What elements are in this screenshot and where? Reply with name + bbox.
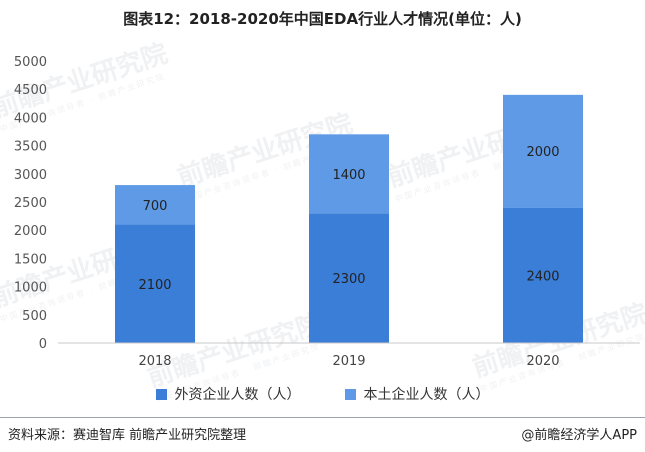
data-label: 2100 [138, 278, 171, 293]
legend-swatch-foreign [155, 388, 167, 400]
legend: 外资企业人数（人） 本土企业人数（人） [0, 384, 645, 404]
y-tick-label: 2500 [14, 196, 47, 211]
bar-segment-domestic [503, 94, 583, 208]
y-tick-label: 3000 [14, 168, 47, 183]
stacked-bar-chart: 0 500 1000 1500 2000 2500 3000 3500 4000 4500 5000… [14, 55, 640, 369]
y-tick-label: 1000 [14, 281, 47, 296]
bar-segment-foreign [115, 224, 195, 343]
data-label: 1400 [332, 168, 365, 183]
y-tick-label: 3500 [14, 140, 47, 155]
legend-label-domestic: 本土企业人数（人） [363, 387, 490, 403]
legend-swatch-domestic [344, 388, 356, 400]
y-tick-label: 5000 [14, 55, 47, 70]
data-label: 2400 [526, 269, 559, 284]
x-tick-label: 2018 [138, 354, 171, 369]
bar-segment-foreign [503, 207, 583, 343]
chart-title: 图表12：2018-2020年中国EDA行业人才情况(单位：人) [123, 10, 522, 28]
data-label: 700 [143, 199, 168, 214]
y-tick-label: 4000 [14, 111, 47, 126]
y-tick-label: 4500 [14, 83, 47, 98]
legend-label-foreign: 外资企业人数（人） [174, 387, 301, 403]
y-tick-label: 0 [39, 337, 47, 352]
credit-note: @前瞻经济学人APP [521, 428, 637, 443]
data-label: 2000 [526, 145, 559, 160]
bar-segment-foreign [309, 213, 389, 343]
legend-item-foreign: 外资企业人数（人） [155, 384, 301, 404]
x-tick-label: 2019 [332, 354, 365, 369]
source-note: 资料来源：赛迪智库 前瞻产业研究院整理 [8, 428, 247, 443]
y-tick-label: 1500 [14, 252, 47, 267]
bar-segment-domestic [115, 185, 195, 225]
y-tick-label: 500 [22, 309, 47, 324]
x-tick-label: 2020 [526, 354, 559, 369]
footer-divider [0, 417, 645, 418]
bar-segment-domestic [309, 134, 389, 214]
legend-item-domestic: 本土企业人数（人） [344, 384, 490, 404]
data-label: 2300 [332, 272, 365, 287]
y-tick-label: 2000 [14, 224, 47, 239]
